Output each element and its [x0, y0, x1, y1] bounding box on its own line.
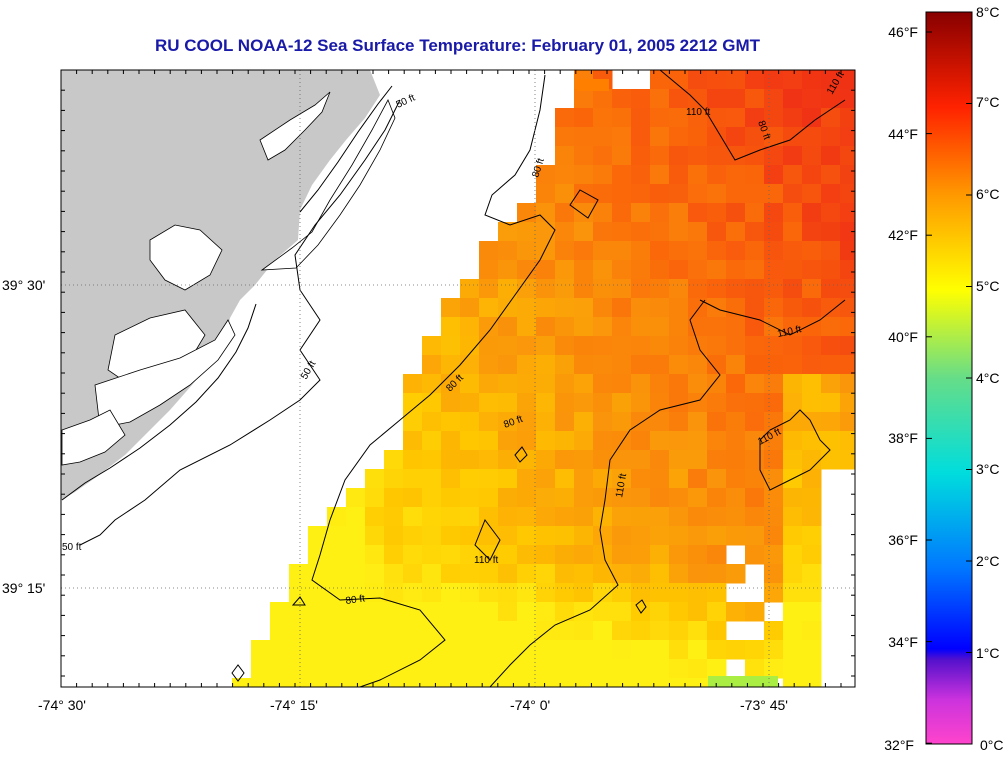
- colorbar-c-8: 8°C: [976, 4, 1000, 20]
- land-mass: [61, 70, 396, 501]
- x-tick-label-4: -73° 45': [740, 697, 788, 713]
- y-tick-label-1: 39° 30': [2, 277, 45, 293]
- contour-label-110-east: 110 ft: [776, 324, 802, 340]
- colorbar-f-38: 38°F: [888, 430, 918, 446]
- colorbar-f-40: 40°F: [888, 329, 918, 345]
- colorbar-c-6: 6°C: [976, 186, 1000, 202]
- x-tick-label-1: -74° 30': [38, 697, 86, 713]
- contour-label-110-ring: 110 ft: [474, 555, 498, 566]
- contour-label-110-center: 110 ft: [614, 472, 629, 498]
- y-axis-labels: 39° 30' 39° 15': [2, 277, 45, 596]
- x-tick-label-2: -74° 15': [270, 697, 318, 713]
- colorbar-f-36: 36°F: [888, 532, 918, 548]
- y-tick-label-2: 39° 15': [2, 580, 45, 596]
- colorbar-f-42: 42°F: [888, 227, 918, 243]
- contour-label-80-south: 80 ft: [345, 593, 366, 607]
- map-frame: [60, 69, 856, 688]
- bathymetry-contours: [79, 70, 846, 687]
- colorbar-c-2: 2°C: [976, 553, 1000, 569]
- axis-ticks: [60, 69, 855, 687]
- contour-label-110-north: 110 ft: [686, 107, 710, 118]
- map-title: RU COOL NOAA-12 Sea Surface Temperature:…: [155, 36, 760, 55]
- colorbar-c-3: 3°C: [976, 461, 1000, 477]
- x-tick-label-3: -74° 0': [510, 697, 550, 713]
- colorbar-f-34: 34°F: [888, 634, 918, 650]
- contour-label-50-mid: 50 ft: [299, 359, 318, 382]
- colorbar-ticks: [926, 11, 972, 745]
- grid-lines: [61, 70, 855, 687]
- colorbar-c-1: 1°C: [976, 645, 1000, 661]
- colorbar-c-0: 0°C: [980, 737, 1004, 753]
- contour-label-50-north: 50 ft: [395, 92, 417, 110]
- colorbar-f-46: 46°F: [888, 24, 918, 40]
- colorbar-c-5: 5°C: [976, 278, 1000, 294]
- colorbar-gradient: [925, 11, 973, 745]
- colorbar-c-7: 7°C: [976, 94, 1000, 110]
- contour-label-50-south: 50 ft: [62, 542, 82, 553]
- colorbar-c-4: 4°C: [976, 370, 1000, 386]
- x-axis-labels: -74° 30' -74° 15' -74° 0' -73° 45': [38, 697, 788, 713]
- colorbar-f-44: 44°F: [888, 126, 918, 142]
- colorbar: 46°F 44°F 42°F 40°F 38°F 36°F 34°F 32°F …: [884, 4, 1003, 753]
- colorbar-f-32: 32°F: [884, 737, 914, 753]
